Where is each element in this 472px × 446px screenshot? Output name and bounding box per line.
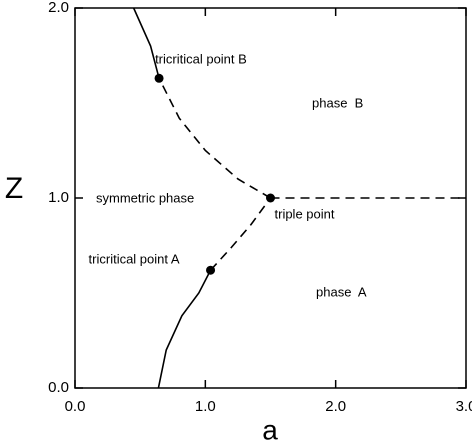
y-tick-label: 1.0 bbox=[48, 189, 69, 206]
phase-boundary bbox=[158, 77, 271, 199]
x-tick-label: 1.0 bbox=[195, 398, 216, 415]
y-tick-label: 0.0 bbox=[48, 379, 69, 396]
critical-point bbox=[206, 265, 216, 275]
x-axis-label: a bbox=[262, 414, 278, 445]
x-tick-label: 0.0 bbox=[65, 398, 86, 415]
point-label: triple point bbox=[275, 206, 335, 221]
y-tick-label: 2.0 bbox=[48, 0, 69, 16]
phase-boundary bbox=[132, 7, 160, 79]
region-label: phase A bbox=[316, 284, 367, 299]
x-tick-label: 3.0 bbox=[456, 398, 472, 415]
phase-boundary bbox=[157, 269, 212, 389]
point-label: tricritical point A bbox=[89, 252, 180, 267]
region-label: symmetric phase bbox=[96, 190, 194, 205]
region-label: phase B bbox=[312, 95, 363, 110]
critical-point bbox=[154, 73, 164, 83]
phase-boundary bbox=[209, 197, 272, 271]
critical-point bbox=[266, 193, 275, 203]
x-tick-label: 2.0 bbox=[325, 398, 346, 415]
y-axis-label: Z bbox=[5, 172, 23, 205]
point-label: tricritical point B bbox=[155, 52, 247, 67]
